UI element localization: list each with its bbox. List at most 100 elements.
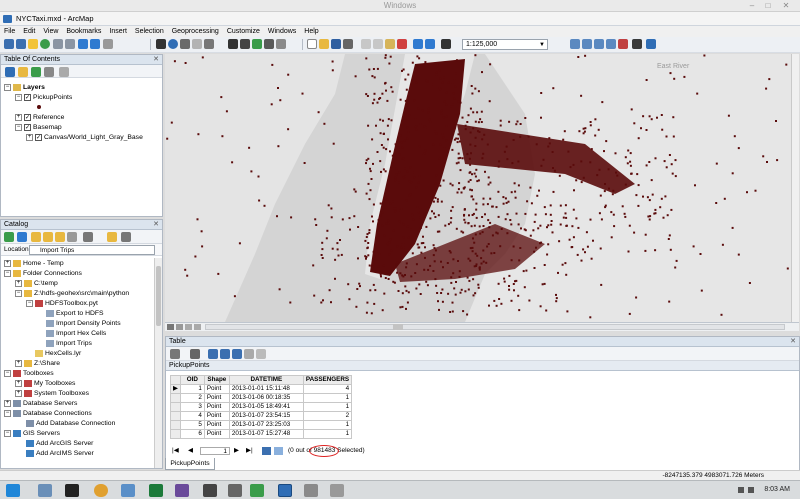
menu-windows[interactable]: Windows: [267, 28, 297, 35]
cell-datetime[interactable]: 2013-01-07 15:27:48: [228, 429, 304, 439]
visibility-checkbox[interactable]: ✓: [35, 133, 42, 141]
disconnect-folder-icon[interactable]: [67, 232, 77, 242]
cell-passengers[interactable]: 4: [302, 384, 353, 394]
close-icon[interactable]: ✕: [153, 221, 159, 228]
identify-icon[interactable]: [168, 39, 178, 49]
create-viewer-icon[interactable]: [276, 39, 286, 49]
goto-xy-icon[interactable]: [252, 39, 262, 49]
table-bottom-tab[interactable]: PickupPoints: [165, 458, 215, 470]
cell-datetime[interactable]: 2013-01-05 18:49:41: [228, 402, 304, 412]
collapse-icon[interactable]: −: [15, 289, 22, 297]
explorer-icon[interactable]: [121, 484, 135, 497]
list-by-drawing-order-icon[interactable]: [5, 67, 15, 77]
app-icon[interactable]: [330, 484, 344, 497]
full-extent-icon[interactable]: [40, 39, 50, 49]
cell-datetime[interactable]: 2013-01-07 23:25:03: [228, 420, 304, 430]
menu-edit[interactable]: Edit: [23, 28, 36, 35]
add-data-icon[interactable]: [441, 39, 451, 49]
pause-drawing-icon[interactable]: [194, 324, 201, 330]
expand-icon[interactable]: +: [15, 113, 22, 121]
catalog-item-ctemp[interactable]: + C:\temp: [15, 279, 58, 288]
cell-oid[interactable]: 5: [179, 420, 205, 430]
command-prompt-icon[interactable]: [65, 484, 79, 497]
map-view[interactable]: East River: [165, 54, 799, 322]
previous-record-icon[interactable]: ◀: [188, 447, 193, 454]
list-by-selection-icon[interactable]: [44, 67, 54, 77]
catalog-item-import-trips[interactable]: Import Trips: [46, 339, 92, 348]
cell-datetime[interactable]: 2013-01-06 00:18:35: [228, 393, 304, 403]
list-by-source-icon[interactable]: [18, 67, 28, 77]
toc-item-reference[interactable]: + ✓ Reference: [15, 113, 64, 122]
cell-oid[interactable]: 3: [179, 402, 205, 412]
collapse-icon[interactable]: −: [15, 123, 22, 131]
cell-shape[interactable]: Point: [203, 411, 230, 421]
collapse-icon[interactable]: −: [4, 409, 11, 417]
menu-selection[interactable]: Selection: [134, 28, 164, 35]
table-row[interactable]: 6 Point 2013-01-07 15:27:48 1: [170, 429, 353, 439]
close-icon[interactable]: ✕: [153, 56, 159, 63]
map-horizontal-scrollbar[interactable]: [205, 324, 785, 330]
back-icon[interactable]: [78, 39, 88, 49]
print-icon[interactable]: [343, 39, 353, 49]
model-builder-icon[interactable]: [646, 39, 656, 49]
cell-shape[interactable]: Point: [203, 402, 230, 412]
toggle-contents-icon[interactable]: [107, 232, 117, 242]
collapse-icon[interactable]: −: [4, 429, 11, 437]
search-window-icon[interactable]: [606, 39, 616, 49]
last-record-icon[interactable]: ▶|: [246, 447, 253, 454]
time-slider-icon[interactable]: [264, 39, 274, 49]
catalog-item-toolboxes[interactable]: − Toolboxes: [4, 369, 54, 378]
show-selected-records-icon[interactable]: [274, 447, 283, 455]
row-selector-header[interactable]: [170, 375, 181, 385]
cell-oid[interactable]: 6: [179, 429, 205, 439]
visibility-checkbox[interactable]: ✓: [24, 123, 31, 131]
expand-icon[interactable]: +: [4, 399, 11, 407]
scrollbar-thumb[interactable]: [156, 266, 161, 326]
fixed-zoom-out-icon[interactable]: [65, 39, 75, 49]
table-row[interactable]: 3 Point 2013-01-05 18:49:41 1: [170, 402, 353, 412]
next-record-icon[interactable]: ▶: [234, 447, 239, 454]
python-icon[interactable]: [632, 39, 642, 49]
options-icon[interactable]: [121, 232, 131, 242]
catalog-item-system-toolboxes[interactable]: + System Toolboxes: [15, 389, 89, 398]
expand-icon[interactable]: +: [15, 279, 22, 287]
new-document-icon[interactable]: [307, 39, 317, 49]
menu-customize[interactable]: Customize: [226, 28, 260, 35]
catalog-item-python-folder[interactable]: − Z:\hdfs-geohex\src\main\python: [15, 289, 129, 298]
scrollbar-thumb[interactable]: [393, 324, 403, 330]
related-tables-icon[interactable]: [190, 349, 200, 359]
forward-icon[interactable]: [17, 232, 27, 242]
show-all-records-icon[interactable]: [262, 447, 271, 455]
catalog-item-gis-servers[interactable]: − GIS Servers: [4, 429, 60, 438]
table-of-contents-icon[interactable]: [582, 39, 592, 49]
catalog-item-folder-connections[interactable]: − Folder Connections: [4, 269, 82, 278]
maximize-button[interactable]: □: [765, 1, 771, 10]
start-button-icon[interactable]: [6, 484, 20, 497]
switch-selection-icon[interactable]: [220, 349, 230, 359]
menu-bookmarks[interactable]: Bookmarks: [66, 28, 102, 35]
cell-shape[interactable]: Point: [203, 420, 230, 430]
menu-insert[interactable]: Insert: [109, 28, 127, 35]
expand-icon[interactable]: +: [15, 379, 22, 387]
row-selector[interactable]: [170, 420, 181, 430]
cell-shape[interactable]: Point: [203, 384, 230, 394]
volume-icon[interactable]: [748, 487, 754, 493]
catalog-item-add-arcims-server[interactable]: Add ArcIMS Server: [26, 449, 94, 458]
menu-geoprocessing[interactable]: Geoprocessing: [171, 28, 219, 35]
catalog-item-database-connections[interactable]: − Database Connections: [4, 409, 92, 418]
collapse-icon[interactable]: −: [4, 269, 11, 277]
expand-icon[interactable]: +: [4, 259, 11, 267]
terminal-icon[interactable]: [203, 484, 217, 497]
location-input[interactable]: Import Trips: [29, 245, 155, 255]
map-vertical-scrollbar[interactable]: [791, 54, 799, 322]
table-row[interactable]: 4 Point 2013-01-07 23:54:15 2: [170, 411, 353, 421]
catalog-item-my-toolboxes[interactable]: + My Toolboxes: [15, 379, 75, 388]
minimize-button[interactable]: –: [749, 1, 755, 10]
row-selector[interactable]: [170, 411, 181, 421]
cut-icon[interactable]: [361, 39, 371, 49]
menu-help[interactable]: Help: [304, 28, 319, 35]
column-header-shape[interactable]: Shape: [203, 375, 230, 385]
cell-passengers[interactable]: 2: [302, 411, 353, 421]
find-icon[interactable]: [228, 39, 238, 49]
close-button[interactable]: ✕: [782, 1, 790, 10]
